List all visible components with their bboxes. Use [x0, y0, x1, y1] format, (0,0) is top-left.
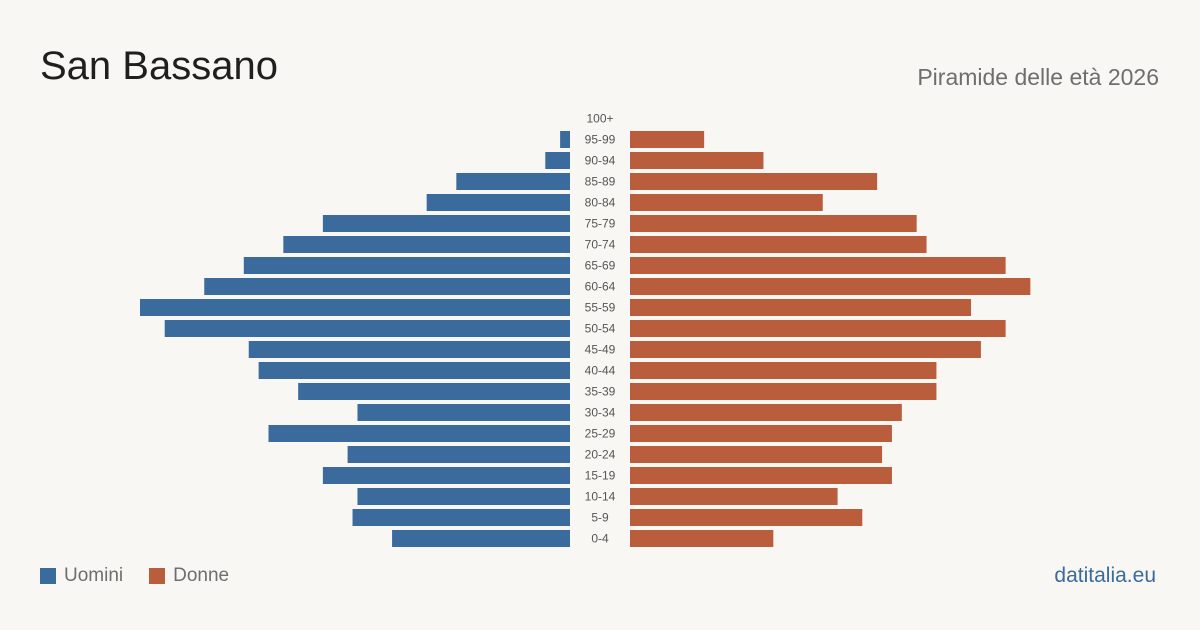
legend-item-women: Donne	[149, 565, 229, 587]
bar-women-70-74	[630, 236, 927, 253]
legend: Uomini Donne	[40, 565, 255, 587]
bar-men-60-64	[204, 278, 570, 295]
age-label-90-94: 90-94	[585, 154, 616, 168]
age-label-0-4: 0-4	[591, 532, 609, 546]
age-label-45-49: 45-49	[585, 343, 616, 357]
age-label-15-19: 15-19	[585, 469, 616, 483]
age-label-10-14: 10-14	[585, 490, 616, 504]
bar-men-35-39	[298, 383, 570, 400]
age-label-20-24: 20-24	[585, 448, 616, 462]
bar-women-85-89	[630, 173, 878, 190]
bar-men-45-49	[248, 341, 570, 358]
bar-women-0-4	[630, 530, 774, 547]
bar-women-65-69	[630, 257, 1006, 274]
bar-women-30-34	[630, 404, 902, 421]
age-label-35-39: 35-39	[585, 385, 616, 399]
bar-women-95-99	[630, 131, 705, 148]
bar-men-30-34	[357, 404, 570, 421]
bar-men-5-9	[352, 509, 570, 526]
bar-women-10-14	[630, 488, 838, 505]
bar-women-80-84	[630, 194, 823, 211]
age-label-75-79: 75-79	[585, 217, 616, 231]
age-label-70-74: 70-74	[585, 238, 616, 252]
age-label-85-89: 85-89	[585, 175, 616, 189]
bar-men-40-44	[258, 362, 570, 379]
bar-women-40-44	[630, 362, 937, 379]
age-label-55-59: 55-59	[585, 301, 616, 315]
legend-label-men: Uomini	[64, 565, 124, 586]
age-label-40-44: 40-44	[585, 364, 616, 378]
bar-women-45-49	[630, 341, 981, 358]
bar-women-15-19	[630, 467, 892, 484]
bar-women-35-39	[630, 383, 937, 400]
age-label-30-34: 30-34	[585, 406, 616, 420]
page-title: San Bassano	[40, 44, 278, 88]
legend-label-women: Donne	[173, 565, 230, 586]
bar-men-65-69	[243, 257, 571, 274]
bar-men-75-79	[322, 215, 570, 232]
age-label-65-69: 65-69	[585, 259, 616, 273]
bar-women-5-9	[630, 509, 863, 526]
chart-subtitle: Piramide delle età 2026	[917, 64, 1159, 90]
bar-men-25-29	[268, 425, 570, 442]
bar-women-90-94	[630, 152, 764, 169]
legend-item-men: Uomini	[40, 565, 123, 587]
bar-men-0-4	[392, 530, 570, 547]
age-label-25-29: 25-29	[585, 427, 616, 441]
bar-women-50-54	[630, 320, 1006, 337]
bar-men-20-24	[347, 446, 570, 463]
age-label-100+: 100+	[586, 112, 613, 126]
bar-women-20-24	[630, 446, 883, 463]
bar-women-60-64	[630, 278, 1031, 295]
age-label-5-9: 5-9	[591, 511, 609, 525]
bar-men-10-14	[357, 488, 570, 505]
bar-men-50-54	[164, 320, 570, 337]
bar-women-25-29	[630, 425, 892, 442]
legend-swatch-men	[40, 568, 56, 584]
age-label-60-64: 60-64	[585, 280, 616, 294]
bar-men-80-84	[426, 194, 570, 211]
bar-men-15-19	[322, 467, 570, 484]
age-label-95-99: 95-99	[585, 133, 616, 147]
bar-men-55-59	[140, 299, 570, 316]
legend-swatch-women	[149, 568, 166, 584]
bar-men-70-74	[283, 236, 570, 253]
bar-men-95-99	[560, 131, 570, 148]
brand-link[interactable]: datitalia.eu	[1054, 564, 1156, 587]
age-label-50-54: 50-54	[585, 322, 616, 336]
bar-women-75-79	[630, 215, 917, 232]
bar-men-85-89	[456, 173, 570, 190]
age-label-80-84: 80-84	[585, 196, 616, 210]
bar-women-55-59	[630, 299, 972, 316]
bar-men-90-94	[545, 152, 570, 169]
